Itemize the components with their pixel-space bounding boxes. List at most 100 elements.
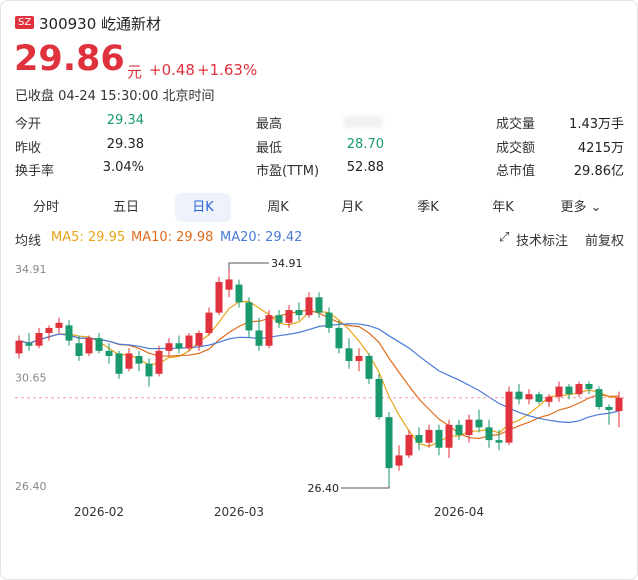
candle-body <box>185 335 193 349</box>
tool-button[interactable]: 技术标注 <box>516 234 569 249</box>
candle-body <box>195 333 203 346</box>
candle-body <box>475 419 483 428</box>
candle-body <box>95 338 103 351</box>
candle-body <box>165 343 173 351</box>
period-tab[interactable]: 季K <box>417 200 439 215</box>
price-change: +0.48 <box>149 61 195 79</box>
stat-label: 最高 <box>256 117 283 132</box>
stat-label: 最低 <box>256 141 283 156</box>
period-tab[interactable]: 更多 ⌄ <box>560 200 602 215</box>
period-tab[interactable]: 日K <box>175 193 231 222</box>
annotation-leader <box>341 486 390 489</box>
period-tab[interactable]: 分时 <box>32 200 59 215</box>
candle-body <box>205 312 213 334</box>
candle-body <box>375 378 383 418</box>
candle-body <box>425 429 433 443</box>
candle-body <box>365 355 373 379</box>
candle-body <box>335 327 343 349</box>
stat-label: 成交量 <box>496 117 536 132</box>
x-tick-label: 2026-04 <box>434 505 484 519</box>
candle-body <box>515 391 523 400</box>
ma-legend-item: MA20: 29.42 <box>220 230 303 245</box>
ma-legend-item: MA5: 29.95 <box>51 230 126 245</box>
y-tick-label: 30.65 <box>15 372 47 385</box>
candle-body <box>565 386 573 395</box>
stat-value: 29.34 <box>106 113 144 128</box>
candle-body <box>65 325 73 341</box>
candle-body <box>305 297 313 316</box>
candle-body <box>395 455 403 466</box>
candle-body <box>75 343 83 356</box>
candle-body <box>25 343 33 346</box>
candle-body <box>285 310 293 323</box>
candle-body <box>155 350 163 374</box>
candle-body <box>545 396 553 402</box>
candle-body <box>405 435 413 456</box>
candle-body <box>295 310 303 316</box>
ma-line <box>18 309 620 440</box>
annotation-label: 26.40 <box>308 482 340 495</box>
annotation-leader <box>228 262 269 269</box>
candle-body <box>585 384 593 390</box>
y-tick-label: 34.91 <box>15 263 47 276</box>
candle-body <box>455 424 463 436</box>
ma-line <box>18 323 620 424</box>
candle-body <box>355 355 363 362</box>
stat-value: 3.04% <box>102 160 144 175</box>
x-tick-label: 2026-03 <box>214 505 264 519</box>
candle-body <box>325 312 333 328</box>
annotation-label: 34.91 <box>271 257 303 270</box>
stat-value: 29.86亿 <box>573 164 624 179</box>
candle-body <box>385 417 393 469</box>
tech-icon: ⤢ <box>499 230 510 245</box>
candle-body <box>535 394 543 402</box>
candle-body <box>605 406 613 411</box>
candle-body <box>555 386 563 397</box>
candle-body <box>35 333 43 346</box>
candle-body <box>135 355 143 364</box>
period-tab[interactable]: 周K <box>267 200 289 215</box>
candle-body <box>15 340 23 354</box>
candle-body <box>105 350 113 356</box>
candle-body <box>525 394 533 400</box>
ma-label: 均线 <box>15 234 42 249</box>
candle-body <box>415 435 423 443</box>
period-tab[interactable]: 五日 <box>112 200 139 215</box>
stat-value: 4215万 <box>577 141 624 156</box>
stat-label: 成交额 <box>496 141 536 156</box>
market-badge: SZ <box>15 16 35 29</box>
period-tab[interactable]: 年K <box>492 200 514 215</box>
candle-body <box>575 384 583 395</box>
candle-body <box>85 338 93 354</box>
candle-body <box>145 363 153 377</box>
ma-legend-item: MA10: 29.98 <box>131 230 214 245</box>
candle-body <box>245 302 253 331</box>
candle-body <box>225 279 233 290</box>
stat-label: 总市值 <box>496 164 536 179</box>
tool-button[interactable]: 前复权 <box>585 234 625 249</box>
price: 29.86 <box>14 39 125 79</box>
stat-value-hidden <box>344 116 382 128</box>
candle-body <box>255 330 263 346</box>
stat-value: 52.88 <box>346 160 384 175</box>
candle-body <box>345 348 353 362</box>
x-tick-label: 2026-02 <box>74 505 124 519</box>
stat-label: 昨收 <box>15 141 42 156</box>
candle-body <box>505 391 513 443</box>
candle-body <box>45 327 53 334</box>
candle-body <box>265 315 273 346</box>
candle-body <box>595 389 603 407</box>
candle-body <box>445 424 453 448</box>
price-change-pct: +1.63% <box>197 61 258 79</box>
candle-body <box>315 297 323 313</box>
candle-body <box>175 343 183 349</box>
stock-name: 300930 屹通新材 <box>39 15 162 33</box>
period-tab[interactable]: 月K <box>341 200 363 215</box>
stat-label: 今开 <box>15 117 42 132</box>
candle-body <box>125 353 133 369</box>
price-unit: 元 <box>127 63 143 81</box>
candle-body <box>275 315 283 323</box>
candle-body <box>465 419 473 436</box>
